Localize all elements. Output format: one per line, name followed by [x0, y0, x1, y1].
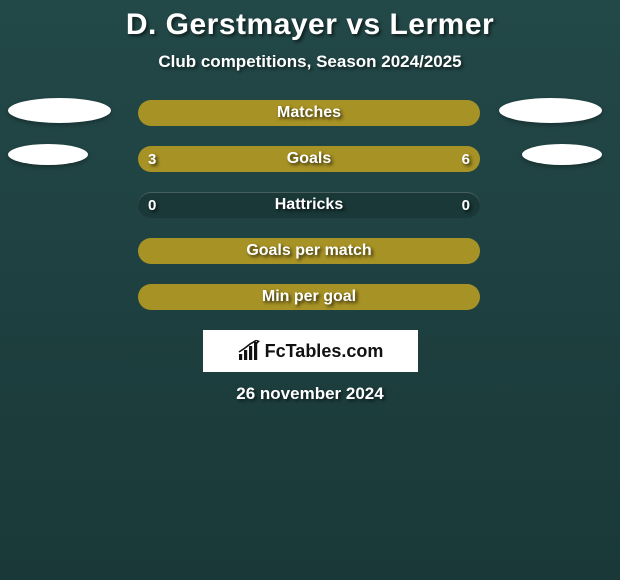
- row-hattricks: 0 0Hattricks: [0, 192, 620, 218]
- stat-bar: Goals per match: [138, 238, 480, 264]
- bar-right-fill: [241, 146, 480, 172]
- row-gpm: Goals per match: [0, 238, 620, 264]
- rows-container: Matches36Goals00HattricksGoals per match…: [0, 100, 620, 310]
- stat-bar: Matches: [138, 100, 480, 126]
- bar-left-fill: [138, 238, 480, 264]
- title: D. Gerstmayer vs Lermer: [0, 8, 620, 42]
- stat-value-left: 0: [148, 192, 156, 218]
- player-left-marker: [8, 98, 111, 123]
- row-mpg: Min per goal: [0, 284, 620, 310]
- row-goals: 36Goals: [0, 146, 620, 172]
- bar-left-fill: [138, 100, 480, 126]
- stat-value-right: 6: [462, 146, 470, 172]
- player-right-marker: [499, 98, 602, 123]
- date: 26 november 2024: [0, 384, 620, 404]
- player-left-marker: [8, 144, 88, 165]
- comparison-infographic: D. Gerstmayer vs Lermer Club competition…: [0, 0, 620, 404]
- logo-box: FcTables.com: [203, 330, 418, 372]
- subtitle: Club competitions, Season 2024/2025: [0, 52, 620, 72]
- stat-bar: Min per goal: [138, 284, 480, 310]
- bar-left-fill: [138, 284, 480, 310]
- player-right-marker: [522, 144, 602, 165]
- stat-bar: 36Goals: [138, 146, 480, 172]
- stat-value-left: 3: [148, 146, 156, 172]
- stat-value-right: 0: [462, 192, 470, 218]
- row-matches: Matches: [0, 100, 620, 126]
- stat-bar: 0 0Hattricks: [138, 192, 480, 218]
- chart-icon: [237, 340, 261, 362]
- stat-label: Hattricks: [138, 192, 480, 218]
- logo-text: FcTables.com: [265, 341, 384, 362]
